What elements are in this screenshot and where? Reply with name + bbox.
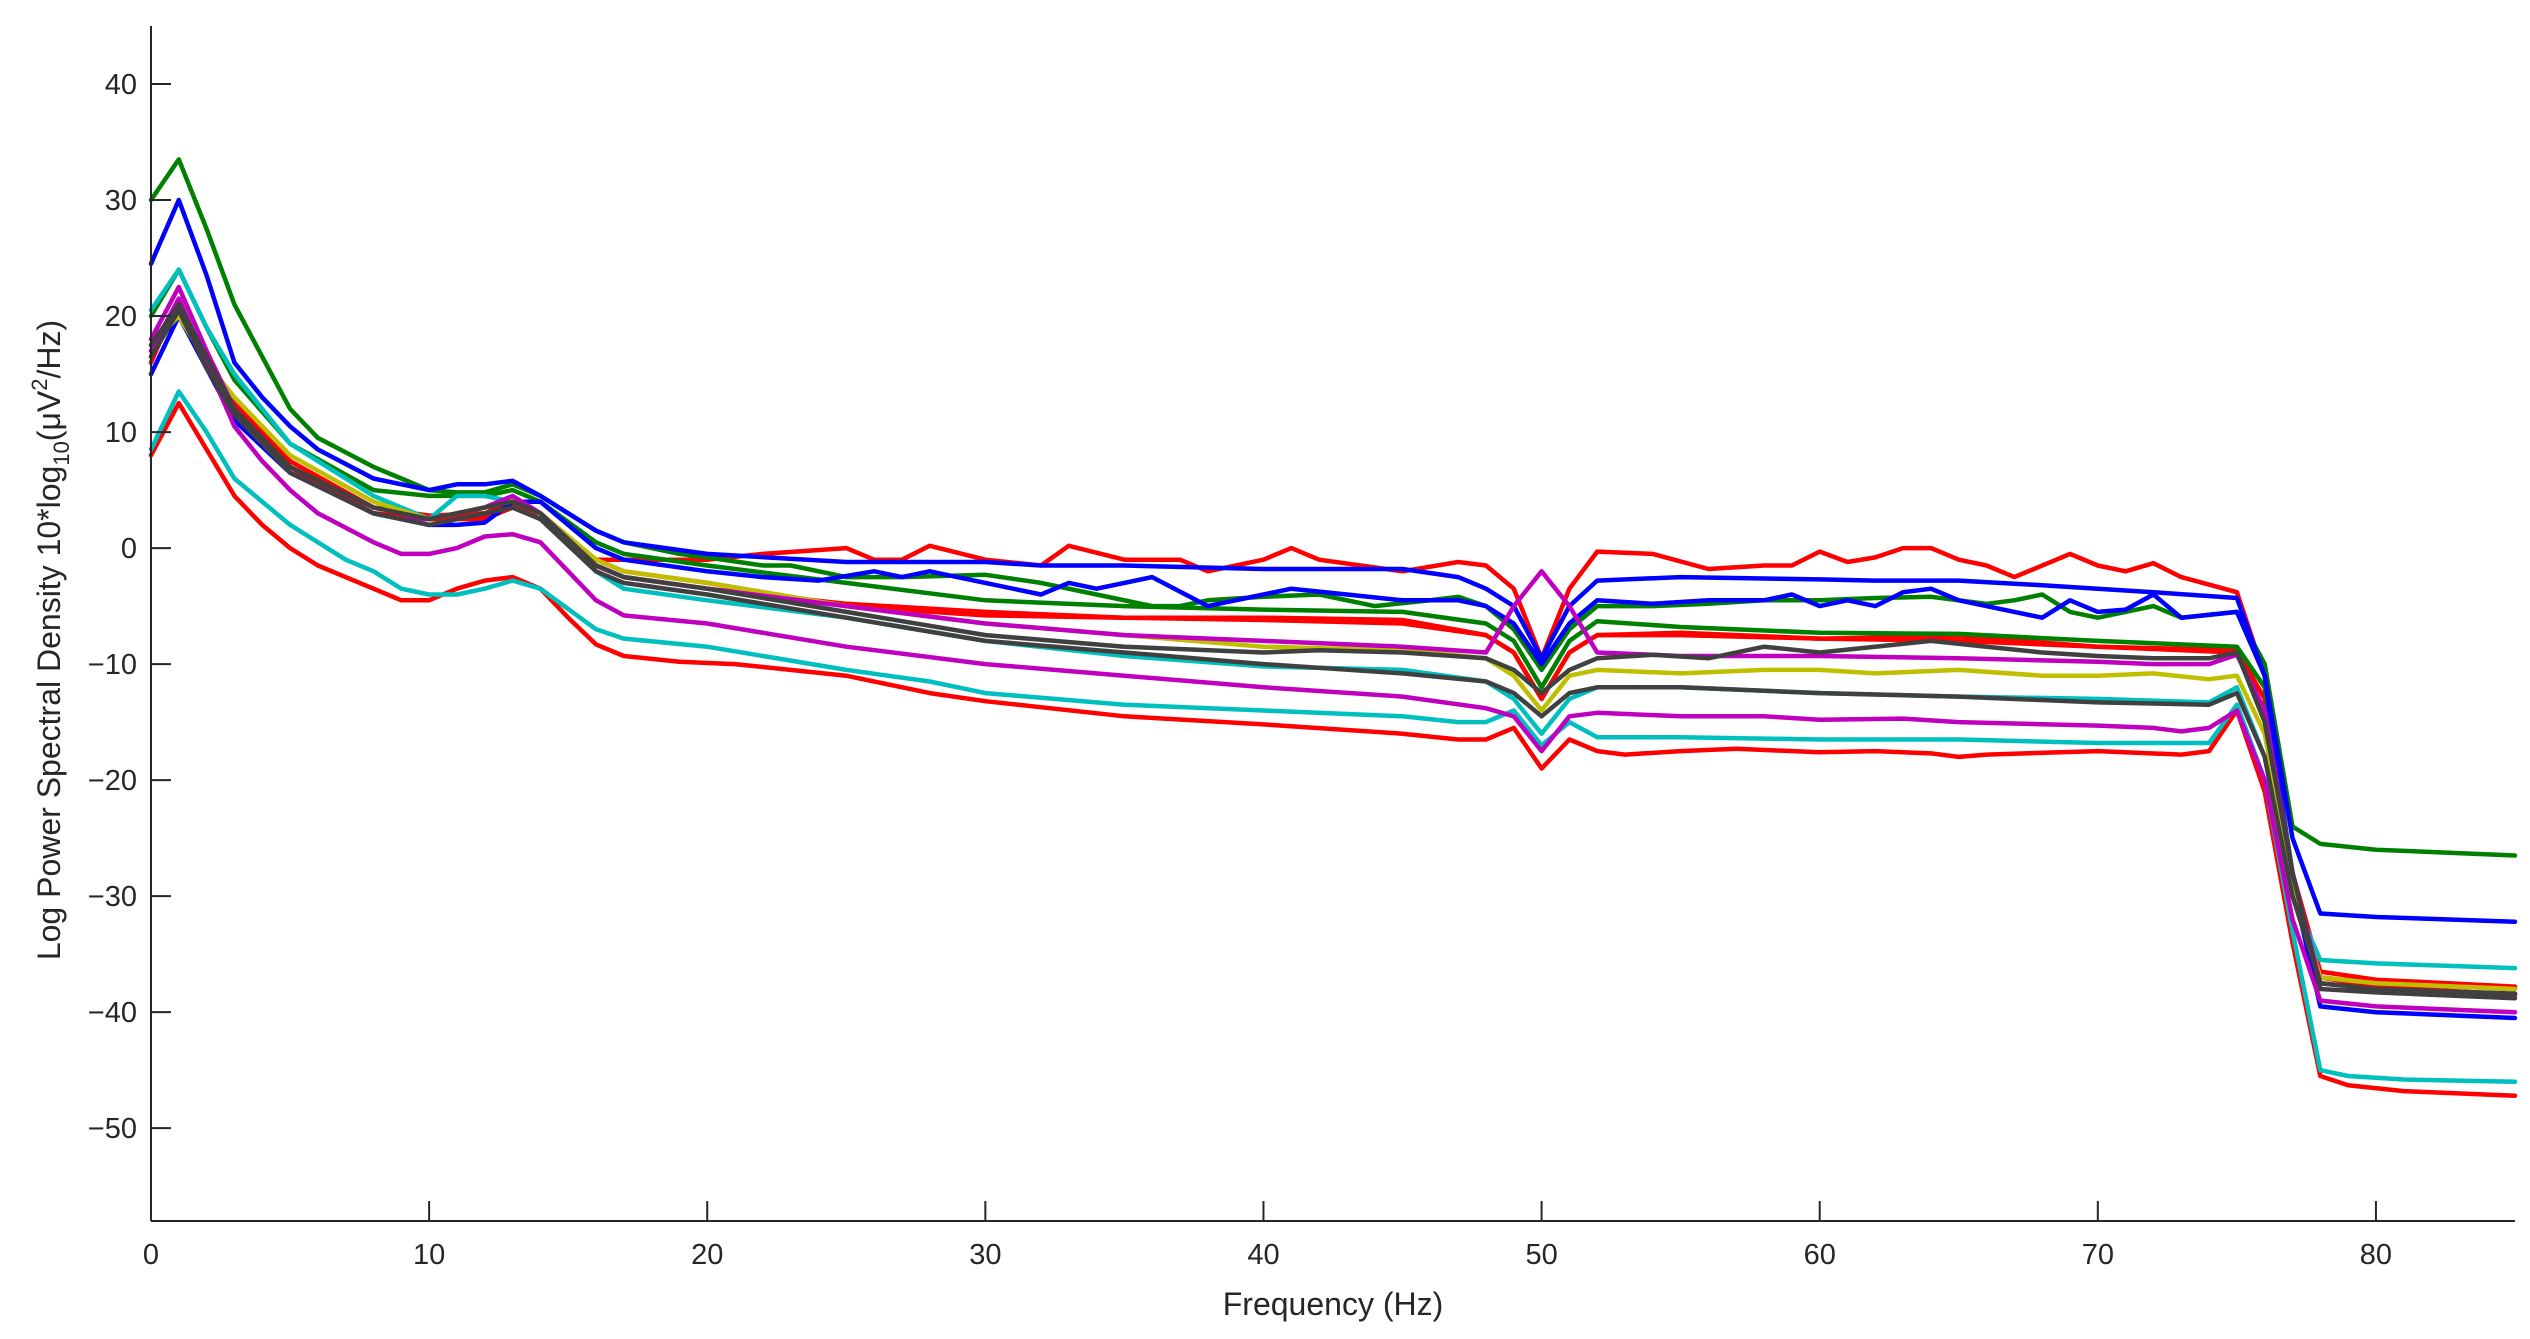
x-tick-label: 30 (969, 1239, 1001, 1271)
x-tick-label: 0 (143, 1239, 159, 1271)
series-line-13 (148, 296, 2518, 1015)
y-ticks: 40 30 20 10 0 −10 −20 −30 −40 −50 (88, 69, 171, 1145)
y-tick-label: 0 (121, 533, 137, 565)
x-tick-label: 20 (691, 1239, 723, 1271)
y-axis-title-subscript: 10 (49, 441, 74, 465)
series-line-6 (148, 267, 2518, 998)
y-tick-label: −50 (88, 1113, 137, 1145)
y-tick-label: 10 (105, 417, 137, 449)
series-line-15 (148, 307, 2518, 996)
series-line-5 (148, 157, 2518, 858)
y-axis-title-paren: (μV (31, 390, 67, 441)
series-line-7 (148, 197, 2518, 924)
y-axis-title-superscript: 2 (27, 378, 52, 390)
y-tick-label: 20 (105, 301, 137, 333)
series-line-8 (148, 313, 2518, 1021)
y-tick-label: −40 (88, 997, 137, 1029)
series-layer (148, 157, 2518, 1098)
series-line-14 (148, 302, 2518, 1001)
y-tick-label: −20 (88, 765, 137, 797)
x-tick-label: 70 (2082, 1239, 2114, 1271)
plot-area: 0 10 20 30 40 50 60 70 80 40 30 20 10 0 −10 −20 −30 −40 −… (88, 26, 2518, 1271)
x-tick-label: 40 (1247, 1239, 1279, 1271)
y-tick-label: −10 (88, 649, 137, 681)
x-tick-label: 50 (1525, 1239, 1557, 1271)
x-tick-label: 60 (1804, 1239, 1836, 1271)
y-tick-label: −30 (88, 881, 137, 913)
y-axis-title-tail: /Hz) (31, 320, 67, 379)
y-axis-title-main: Log Power Spectral Density 10*log (31, 466, 67, 961)
y-tick-label: 40 (105, 69, 137, 101)
x-axis-title: Frequency (Hz) (1223, 1286, 1444, 1322)
series-line-10 (148, 389, 2518, 1085)
y-tick-label: 30 (105, 185, 137, 217)
x-tick-label: 10 (413, 1239, 445, 1271)
x-ticks: 0 10 20 30 40 50 60 70 80 (143, 1201, 2392, 1271)
y-axis-title: Log Power Spectral Density 10*log10(μV2/… (27, 320, 74, 960)
x-tick-label: 80 (2360, 1239, 2392, 1271)
series-line-4 (148, 400, 2518, 1098)
